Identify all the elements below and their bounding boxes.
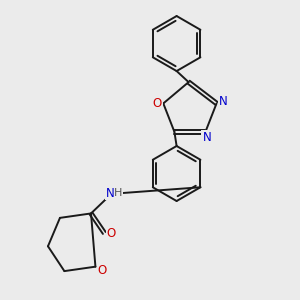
Text: O: O <box>152 97 162 110</box>
Text: O: O <box>98 264 107 277</box>
Text: H: H <box>114 188 122 198</box>
Text: N: N <box>202 130 211 144</box>
Text: N: N <box>219 95 228 108</box>
Text: O: O <box>107 227 116 240</box>
Text: N: N <box>106 187 114 200</box>
